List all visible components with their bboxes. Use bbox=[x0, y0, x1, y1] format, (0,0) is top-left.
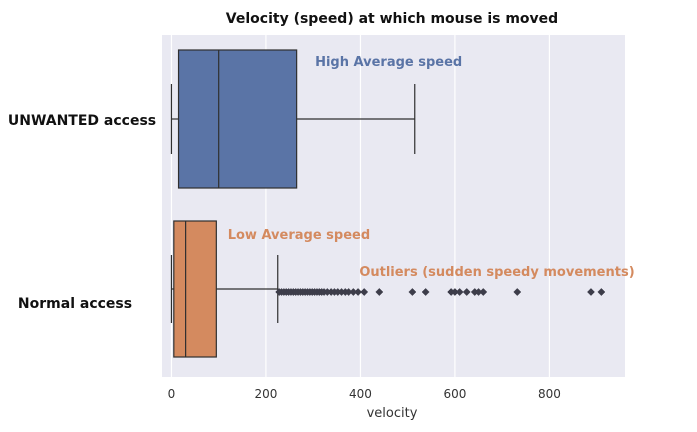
outlier-point-36 bbox=[462, 288, 471, 296]
outlier-point-31 bbox=[408, 288, 417, 296]
outlier-points bbox=[275, 288, 606, 296]
annotation-low-average-speed: Low Average speed bbox=[228, 228, 370, 243]
x-axis-ticks: 0 200 400 600 800 bbox=[168, 387, 561, 401]
outlier-point-35 bbox=[455, 288, 464, 296]
x-tick-label-3: 600 bbox=[443, 387, 466, 401]
box-iqr bbox=[173, 220, 217, 358]
outlier-point-40 bbox=[513, 288, 522, 296]
outlier-point-30 bbox=[375, 288, 384, 296]
category-label-unwanted-access: UNWANTED access bbox=[8, 113, 156, 129]
x-tick-label-2: 400 bbox=[349, 387, 372, 401]
chart-title: Velocity (speed) at which mouse is moved bbox=[226, 11, 558, 27]
x-axis-label: velocity bbox=[367, 406, 418, 421]
outlier-point-32 bbox=[421, 288, 430, 296]
box-group-unwanted-access bbox=[170, 49, 416, 189]
outlier-point-29 bbox=[360, 288, 369, 296]
outlier-point-41 bbox=[587, 288, 595, 296]
annotation-high-average-speed: High Average speed bbox=[315, 55, 462, 70]
box-group-normal-access bbox=[170, 220, 279, 358]
annotation-outliers: Outliers (sudden speedy movements) bbox=[359, 265, 634, 280]
outlier-point-42 bbox=[597, 288, 606, 296]
x-tick-label-1: 200 bbox=[254, 387, 277, 401]
boxplot-series bbox=[170, 49, 416, 358]
x-tick-label-4: 800 bbox=[538, 387, 561, 401]
x-tick-label-0: 0 bbox=[168, 387, 176, 401]
box-iqr bbox=[177, 49, 298, 189]
outlier-point-28 bbox=[354, 288, 363, 296]
outlier-point-39 bbox=[479, 288, 488, 296]
category-label-normal-access: Normal access bbox=[18, 296, 132, 312]
